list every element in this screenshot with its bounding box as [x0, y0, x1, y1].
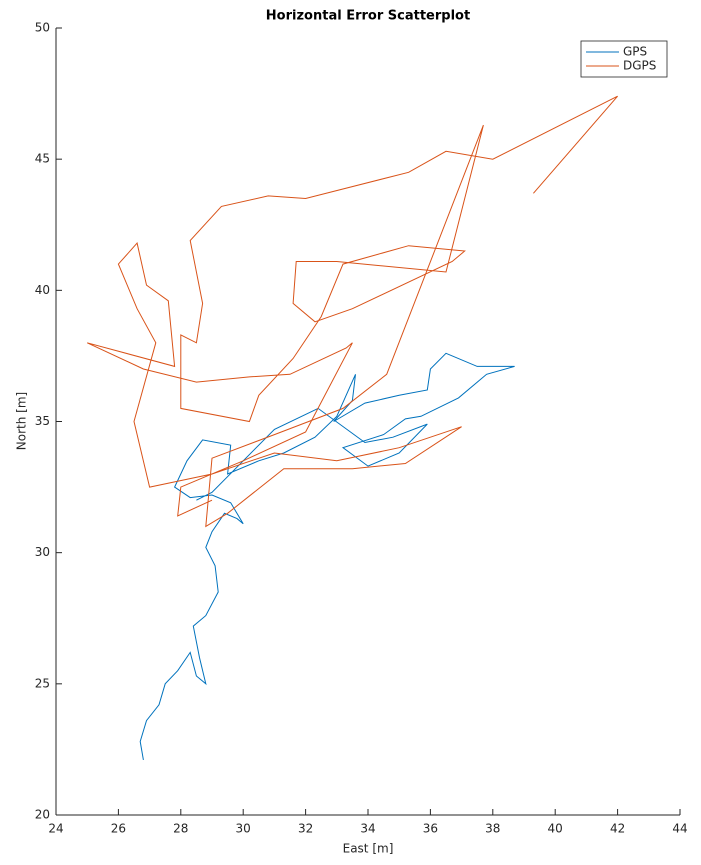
y-tick-label: 45	[35, 152, 50, 166]
x-tick-label: 24	[48, 822, 63, 836]
x-tick-label: 26	[111, 822, 126, 836]
legend-label: DGPS	[623, 59, 656, 73]
y-tick-label: 35	[35, 414, 50, 428]
x-tick-label: 32	[298, 822, 313, 836]
x-tick-label: 28	[173, 822, 188, 836]
y-tick-label: 40	[35, 283, 50, 297]
y-tick-label: 25	[35, 676, 50, 690]
series-line	[139, 352, 515, 760]
x-tick-label: 40	[548, 822, 563, 836]
x-tick-label: 30	[236, 822, 251, 836]
legend-box	[580, 40, 668, 78]
legend-label: GPS	[623, 45, 647, 59]
chart-title: Horizontal Error Scatterplot	[266, 9, 470, 24]
x-axis-label: East [m]	[343, 842, 394, 856]
y-tick-label: 30	[35, 545, 50, 559]
x-tick-label: 44	[672, 822, 687, 836]
y-tick-label: 20	[35, 808, 50, 822]
x-tick-label: 34	[360, 822, 375, 836]
x-tick-label: 38	[485, 822, 500, 836]
x-tick-label: 42	[610, 822, 625, 836]
series-line	[86, 95, 618, 528]
y-tick-label: 50	[35, 21, 50, 35]
x-tick-label: 36	[423, 822, 438, 836]
y-axis-label: North [m]	[15, 392, 29, 450]
